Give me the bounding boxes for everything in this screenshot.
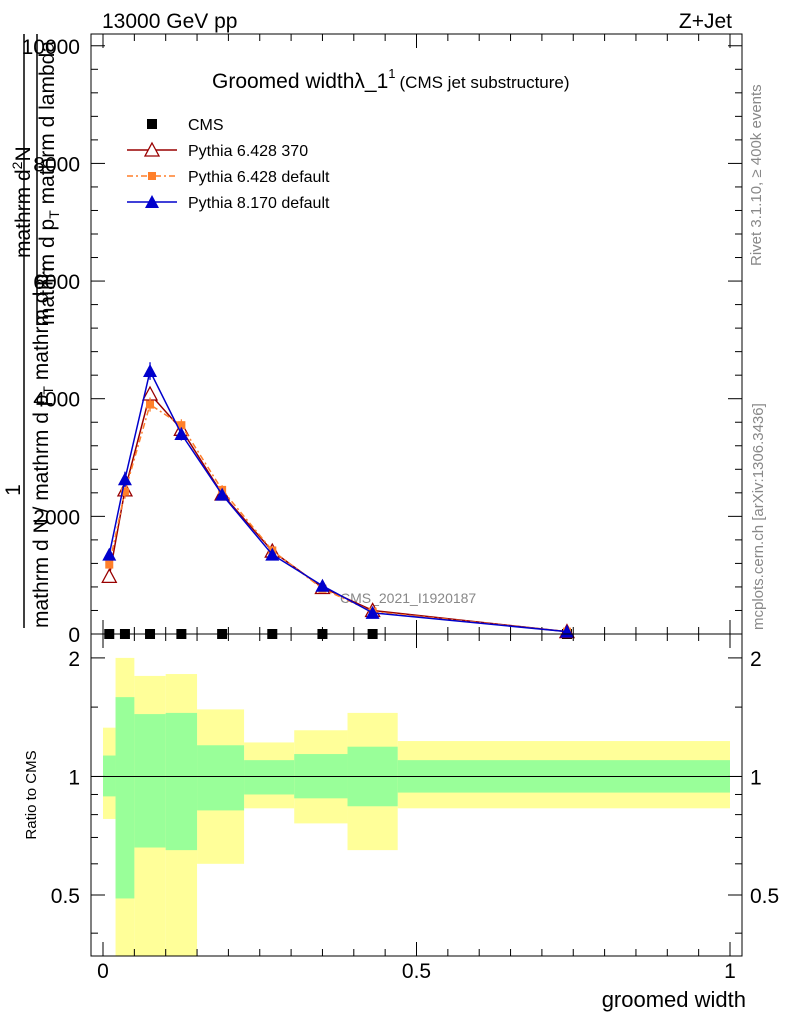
- ratio-axis-ticks: 0.5 0.5 1 1 2 2 0 0.5 1: [51, 634, 779, 983]
- pythia8-marker: [215, 487, 230, 501]
- cms-marker: [147, 119, 157, 129]
- y-tick-label: 2000: [33, 506, 80, 529]
- mcplots-label: mcplots.cern.ch [arXiv:1306.3436]: [750, 403, 767, 630]
- y-tick-label: 8000: [33, 153, 80, 176]
- ratio-band-inner: [244, 760, 295, 795]
- pythia6-default-marker: [148, 172, 156, 180]
- ratio-y-tick-label: 2: [68, 648, 80, 671]
- ratio-band-inner: [134, 714, 166, 848]
- x-tick-label: 0.5: [402, 960, 431, 983]
- pythia6-default-marker: [120, 487, 129, 496]
- ratio-plot: 0.5 0.5 1 1 2 2 0 0.5 1 Ratio to CMS groomed wid…: [23, 633, 779, 1012]
- ratio-y-tick-label-right: 0.5: [750, 885, 779, 908]
- y-tick-label: 4000: [33, 389, 80, 412]
- ylabel-long: mathrm d N / mathrm d pT mathrm d pT: [30, 265, 56, 628]
- pythia6-370-marker: [101, 567, 118, 584]
- legend-label: CMS: [188, 117, 224, 134]
- header-energy-label: 13000 GeV pp: [102, 10, 237, 33]
- header-process-label: Z+Jet: [679, 10, 732, 33]
- analysis-watermark: CMS_2021_I1920187: [340, 590, 476, 606]
- legend-label: Pythia 6.428 370: [188, 143, 308, 160]
- pythia8-marker: [117, 472, 132, 486]
- pythia8-marker: [174, 427, 189, 440]
- ratio-y-axis-title: Ratio to CMS: [23, 750, 40, 839]
- ratio-band-inner: [165, 712, 198, 851]
- x-tick-label: 1: [724, 960, 736, 983]
- upper-axis-ticks: 0 2000 4000 6000 8000 10000: [22, 34, 742, 647]
- x-axis-title: groomed width: [602, 987, 746, 1012]
- pythia8-marker: [365, 605, 380, 619]
- legend: CMS Pythia 6.428 370 Pythia 6.428 default P…: [127, 117, 330, 212]
- ratio-y-tick-label-right: 1: [750, 766, 762, 789]
- series-line: [108, 368, 568, 633]
- ratio-y-tick-label-right: 2: [750, 648, 762, 671]
- legend-label: Pythia 8.170 default: [188, 195, 330, 212]
- ylabel-denominator: mathrm d pT mathrm d lambda: [36, 41, 62, 325]
- ratio-bands: [103, 657, 730, 956]
- pythia6-370-marker: [143, 141, 161, 157]
- x-tick-label: 0: [97, 960, 109, 983]
- rivet-version-label: Rivet 3.1.10, ≥ 400k events: [748, 84, 765, 266]
- legend-label: Pythia 6.428 default: [188, 169, 330, 186]
- y-tick-label: 0: [68, 624, 80, 647]
- plot-title: Groomed widthλ_11 (CMS jet substructure): [212, 66, 570, 93]
- ratio-y-tick-label: 0.5: [51, 885, 80, 908]
- pythia8-marker: [145, 195, 159, 208]
- upper-series-group: [101, 362, 576, 639]
- ratio-band-inner: [115, 697, 135, 899]
- ratio-band-inner: [197, 745, 245, 811]
- upper-y-axis-title: 1 mathrm d N / mathrm d pT mathrm d pT m…: [2, 34, 62, 628]
- ratio-y-tick-label: 1: [68, 766, 80, 789]
- pythia8-marker: [315, 578, 330, 592]
- ylabel-one: 1: [2, 484, 25, 496]
- pythia6-default-marker: [177, 421, 186, 430]
- y-tick-label: 10000: [22, 36, 80, 59]
- pythia8-marker: [102, 547, 117, 561]
- pythia8-marker: [143, 364, 158, 378]
- y-tick-label: 6000: [33, 271, 80, 294]
- pythia6-default-marker: [146, 400, 155, 409]
- upper-plot: 0 2000 4000 6000 8000 10000 Groomed widthλ_11…: [22, 33, 743, 647]
- ylabel-numerator: mathrm d2N: [9, 146, 35, 258]
- pythia8-marker: [265, 547, 280, 561]
- pythia6-default-marker: [105, 560, 114, 569]
